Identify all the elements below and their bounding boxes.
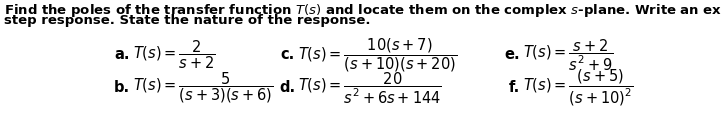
Text: f.: f. — [509, 80, 520, 95]
Text: step response. State the nature of the response.: step response. State the nature of the r… — [4, 14, 370, 27]
Text: Find the poles of the transfer function $T(s)$ and locate them on the complex $s: Find the poles of the transfer function … — [4, 2, 722, 19]
Text: b.: b. — [114, 80, 130, 95]
Text: c.: c. — [281, 47, 295, 62]
Text: $T(s) = \dfrac{s+2}{s^2+9}$: $T(s) = \dfrac{s+2}{s^2+9}$ — [523, 37, 614, 72]
Text: $T(s) = \dfrac{10(s+7)}{(s+10)(s+20)}$: $T(s) = \dfrac{10(s+7)}{(s+10)(s+20)}$ — [298, 36, 457, 73]
Text: $T(s) = \dfrac{2}{s+2}$: $T(s) = \dfrac{2}{s+2}$ — [133, 38, 216, 71]
Text: $T(s) = \dfrac{(s+5)}{(s+10)^2}$: $T(s) = \dfrac{(s+5)}{(s+10)^2}$ — [523, 67, 634, 107]
Text: a.: a. — [115, 47, 130, 62]
Text: e.: e. — [505, 47, 520, 62]
Text: $T(s) = \dfrac{5}{(s+3)(s+6)}$: $T(s) = \dfrac{5}{(s+3)(s+6)}$ — [133, 70, 274, 104]
Text: $T(s) = \dfrac{20}{s^2+6s+144}$: $T(s) = \dfrac{20}{s^2+6s+144}$ — [298, 70, 442, 105]
Text: d.: d. — [279, 80, 295, 95]
